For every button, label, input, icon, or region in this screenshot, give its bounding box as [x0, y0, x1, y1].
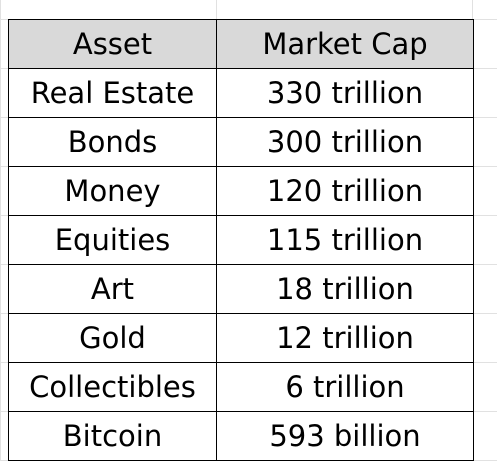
header-cell-market-cap[interactable]: Market Cap [216, 19, 474, 69]
table-row: Equities 115 trillion [8, 215, 474, 265]
market-cap-cell[interactable]: 12 trillion [216, 313, 474, 363]
market-cap-cell[interactable]: 120 trillion [216, 166, 474, 216]
asset-cell[interactable]: Art [8, 264, 217, 314]
table-row: Art 18 trillion [8, 264, 474, 314]
asset-cell[interactable]: Money [8, 166, 217, 216]
table-row: Bitcoin 593 billion [8, 411, 474, 461]
market-cap-cell[interactable]: 18 trillion [216, 264, 474, 314]
asset-cell[interactable]: Equities [8, 215, 217, 265]
table-row: Bonds 300 trillion [8, 117, 474, 167]
asset-cell[interactable]: Bitcoin [8, 411, 217, 461]
market-cap-cell[interactable]: 300 trillion [216, 117, 474, 167]
table-row: Collectibles 6 trillion [8, 362, 474, 412]
table-row: Gold 12 trillion [8, 313, 474, 363]
header-cell-asset[interactable]: Asset [8, 19, 217, 69]
market-cap-cell[interactable]: 6 trillion [216, 362, 474, 412]
market-cap-cell[interactable]: 330 trillion [216, 68, 474, 118]
asset-cell[interactable]: Collectibles [8, 362, 217, 412]
header-row: Asset Market Cap [8, 19, 474, 69]
market-cap-cell[interactable]: 115 trillion [216, 215, 474, 265]
market-cap-cell[interactable]: 593 billion [216, 411, 474, 461]
asset-cell[interactable]: Bonds [8, 117, 217, 167]
asset-market-cap-table: Asset Market Cap Real Estate 330 trillio… [8, 19, 474, 461]
asset-cell[interactable]: Gold [8, 313, 217, 363]
asset-cell[interactable]: Real Estate [8, 68, 217, 118]
table-row: Money 120 trillion [8, 166, 474, 216]
table-row: Real Estate 330 trillion [8, 68, 474, 118]
